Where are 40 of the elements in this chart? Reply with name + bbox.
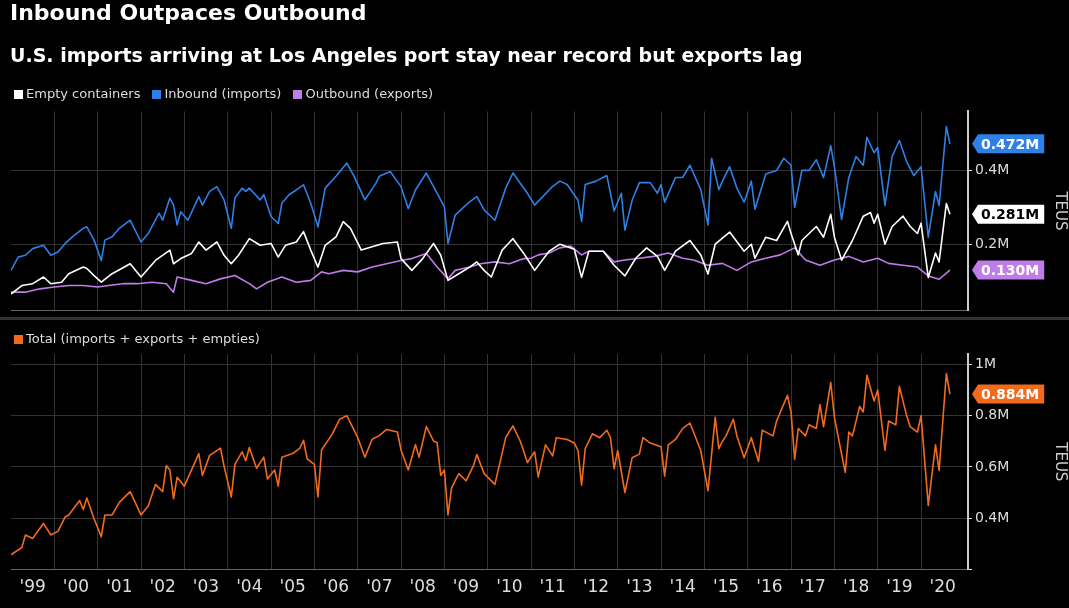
- x-tick-label: '18: [842, 576, 870, 597]
- x-tick-label: '15: [712, 576, 740, 597]
- y-tick-label: 0.2M: [975, 234, 1010, 251]
- x-tick-label: '13: [626, 576, 653, 597]
- legend-label: Total (imports + exports + empties): [25, 331, 260, 346]
- y-tick-label: 0.8M: [975, 406, 1010, 423]
- y-tick-label: 0.4M: [975, 161, 1010, 178]
- x-tick-label: '11: [539, 576, 566, 597]
- x-tick-label: '08: [409, 576, 436, 597]
- x-tick-label: '00: [62, 576, 90, 597]
- x-tick-label: '20: [929, 576, 956, 597]
- chart-title: Inbound Outpaces Outbound: [10, 0, 367, 25]
- x-tick-label: '12: [582, 576, 610, 597]
- x-tick-label: '02: [149, 576, 176, 597]
- y-tick-label: 0.6M: [975, 457, 1010, 474]
- x-tick-label: '19: [886, 576, 913, 597]
- y-tick-label: 1M: [975, 354, 996, 371]
- x-tick-label: '07: [366, 576, 393, 597]
- x-tick-label: '04: [236, 576, 263, 597]
- y-tick-label: 0.4M: [975, 508, 1010, 525]
- legend-label: Outbound (exports): [304, 86, 434, 101]
- y-axis-title: TEUS: [1052, 190, 1069, 231]
- annotation: 0.281M: [981, 205, 1040, 222]
- x-tick-label: '01: [106, 576, 133, 597]
- x-tick-label: '99: [19, 576, 46, 597]
- x-tick-label: '17: [799, 576, 826, 597]
- x-tick-label: '16: [756, 576, 783, 597]
- chart-subtitle: U.S. imports arriving at Los Angeles port stay near record but exports lag: [10, 44, 803, 66]
- x-tick-label: '14: [669, 576, 696, 597]
- x-tick-label: '05: [279, 576, 306, 597]
- legend-label: Empty containers: [25, 86, 141, 101]
- annotation: 0.884M: [981, 385, 1040, 402]
- legend-label: Inbound (imports): [163, 86, 282, 101]
- annotation: 0.130M: [981, 261, 1040, 278]
- x-tick-label: '10: [496, 576, 523, 597]
- x-tick-label: '09: [452, 576, 480, 597]
- x-tick-label: '03: [192, 576, 220, 597]
- y-axis-title: TEUS: [1052, 441, 1069, 482]
- annotation: 0.472M: [981, 135, 1040, 152]
- x-tick-label: '06: [322, 576, 350, 597]
